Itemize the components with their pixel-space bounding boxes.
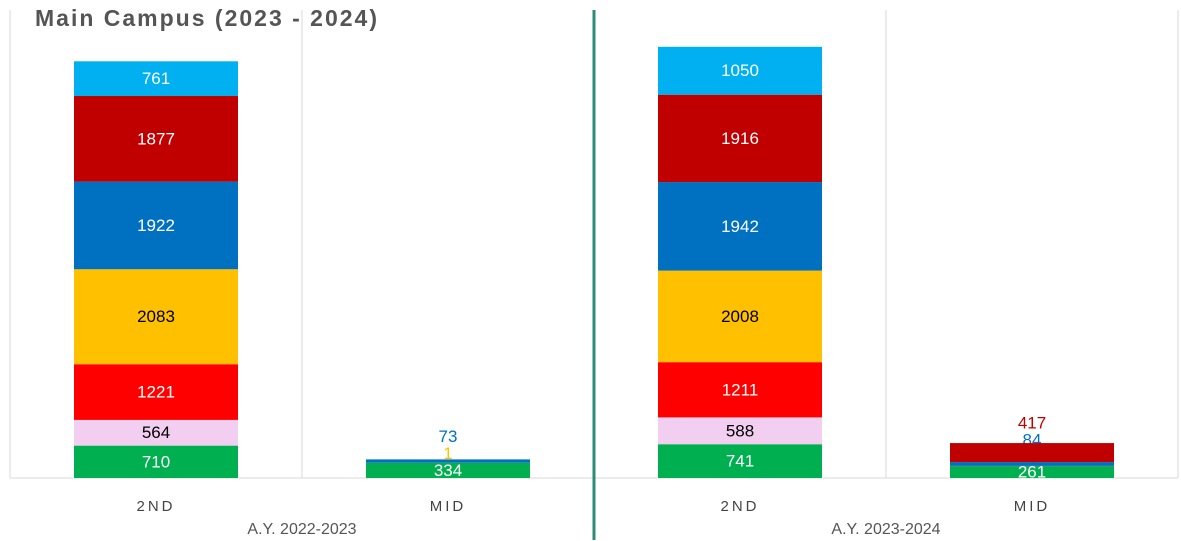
bar-segment [658, 362, 822, 418]
data-label: 1050 [721, 61, 759, 80]
data-label: 1942 [721, 217, 759, 236]
bar-segment [366, 462, 530, 478]
bar-segment [74, 364, 238, 420]
data-label: 334 [434, 461, 462, 480]
data-label: 1221 [137, 383, 175, 402]
data-label: 73 [439, 427, 458, 446]
bar-segment [658, 444, 822, 478]
bar-segment [74, 181, 238, 270]
bar-segment [366, 459, 530, 463]
bar-segment [658, 182, 822, 271]
x-tick-label: MID [430, 498, 467, 515]
data-label: 710 [142, 452, 170, 471]
x-tick-label: 2ND [720, 498, 759, 515]
bar-segment [658, 46, 822, 95]
bar-segment [658, 417, 822, 445]
data-label: 1922 [137, 216, 175, 235]
bar-segment [658, 94, 822, 183]
group-label: A.Y. 2022-2023 [247, 521, 356, 538]
data-label: 1916 [721, 129, 759, 148]
bar-segment [950, 462, 1114, 466]
data-label: 1211 [722, 380, 759, 399]
bar-segment [74, 61, 238, 97]
bar-segment [74, 96, 238, 182]
bar-segment [950, 443, 1114, 463]
bar-segment [950, 466, 1114, 478]
chart-title: Main Campus (2023 - 2024) [35, 5, 379, 31]
data-label: 261 [1018, 463, 1046, 482]
data-label: 588 [726, 421, 754, 440]
data-label: 1877 [137, 129, 175, 148]
data-label: 1 [443, 444, 452, 463]
data-label: 2083 [137, 307, 175, 326]
bar-segment [74, 269, 238, 365]
data-label: 2008 [721, 307, 759, 326]
data-label: 417 [1018, 413, 1046, 432]
bar-segment [74, 419, 238, 446]
group-label: A.Y. 2023-2024 [831, 521, 940, 538]
bar-segment [74, 445, 238, 478]
data-label: 741 [726, 452, 754, 471]
data-label: 564 [142, 423, 170, 442]
data-label: 761 [142, 69, 170, 88]
x-tick-label: 2ND [136, 498, 175, 515]
x-tick-label: MID [1014, 498, 1051, 515]
bar-segment [658, 270, 822, 363]
